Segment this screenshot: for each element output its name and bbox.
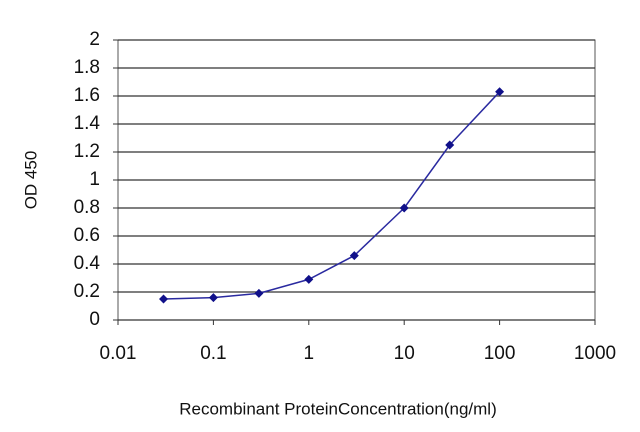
y-tick-label: 0.2	[74, 281, 100, 302]
y-tick-label: 1.8	[74, 57, 100, 78]
data-point	[254, 288, 264, 298]
y-tick-label: 0.8	[74, 197, 100, 218]
x-tick-label: 1	[304, 343, 315, 364]
data-point	[304, 274, 314, 284]
x-tick-label: 10	[394, 343, 415, 364]
y-tick-label: 1	[89, 169, 100, 190]
y-tick-label: 0.6	[74, 225, 100, 246]
y-tick-label: 1.4	[74, 113, 101, 134]
x-tick-label: 100	[484, 343, 516, 364]
x-tick-label: 1000	[574, 343, 616, 364]
x-axis-title: Recombinant ProteinConcentration(ng/ml)	[179, 399, 497, 418]
x-tick-label: 0.01	[100, 343, 137, 364]
data-point	[208, 293, 218, 303]
data-point	[495, 87, 505, 97]
y-tick-label: 2	[89, 29, 100, 50]
y-tick-label: 0	[89, 309, 100, 330]
x-tick-label: 0.1	[200, 343, 226, 364]
data-point	[445, 140, 455, 150]
y-tick-label: 1.6	[74, 85, 100, 106]
y-tick-label: 1.2	[74, 141, 100, 162]
y-axis-title: OD 450	[21, 151, 40, 210]
data-point	[349, 251, 359, 261]
y-tick-label: 0.4	[74, 253, 101, 274]
data-point	[399, 203, 409, 213]
data-point	[159, 294, 169, 304]
data-line	[163, 91, 501, 300]
